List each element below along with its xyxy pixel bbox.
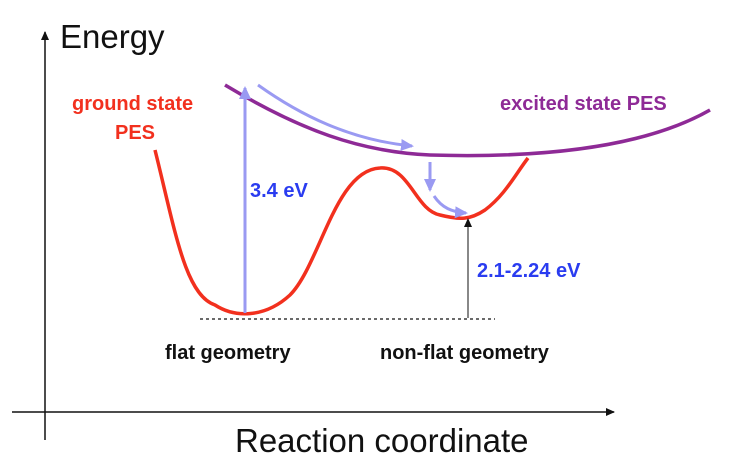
- excitation-label: 3.4 eV: [250, 180, 308, 202]
- ground-state-curve: [153, 149, 530, 316]
- minimum-arrow: [432, 195, 468, 219]
- excited-state-curve: [224, 83, 711, 158]
- ground-label: ground state: [72, 93, 193, 115]
- flat-label: flat geometry: [165, 342, 291, 364]
- ground-label: PES: [115, 122, 155, 144]
- gap-label: 2.1-2.24 eV: [477, 260, 581, 282]
- x-axis-label: Reaction coordinate: [235, 422, 529, 459]
- nonflat-label: non-flat geometry: [380, 342, 550, 364]
- relaxation-arrow: [257, 83, 414, 151]
- excited-label: excited state PES: [500, 93, 667, 115]
- y-axis-label: Energy: [60, 18, 165, 55]
